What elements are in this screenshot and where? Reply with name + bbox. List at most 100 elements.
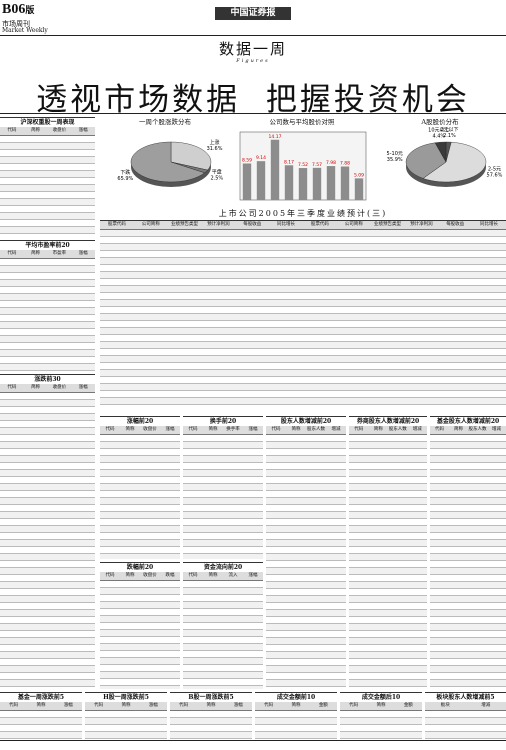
bar-label: 14.17 bbox=[269, 134, 282, 140]
table-row bbox=[0, 315, 95, 322]
bar bbox=[242, 163, 252, 200]
chart-title: A股股价分布 bbox=[421, 118, 459, 126]
table-row bbox=[100, 456, 180, 463]
table-row bbox=[430, 603, 506, 610]
table-row bbox=[430, 519, 506, 526]
data-table: 资金流向前20 代码 简称 流入 涨幅 bbox=[183, 562, 263, 689]
table-row bbox=[100, 230, 506, 237]
table-row bbox=[183, 477, 263, 484]
column-header: 每股收益 bbox=[243, 222, 262, 227]
table-row bbox=[349, 519, 427, 526]
column-header: 代码 bbox=[354, 427, 364, 432]
column-header: 代码 bbox=[7, 385, 17, 390]
table-title: H股一周涨跌前5 bbox=[103, 694, 149, 701]
table-row bbox=[183, 616, 263, 623]
table-row bbox=[349, 526, 427, 533]
column-header: 增减 bbox=[492, 427, 501, 432]
column-header: 简称 bbox=[291, 427, 301, 432]
table-row bbox=[0, 400, 95, 407]
table-row bbox=[0, 308, 95, 315]
table-row bbox=[0, 294, 95, 301]
table-row bbox=[0, 220, 95, 227]
table-row bbox=[0, 421, 95, 428]
table-row bbox=[100, 581, 180, 588]
table-row bbox=[430, 666, 506, 673]
table-row bbox=[349, 491, 427, 498]
bar-label: 8.17 bbox=[284, 159, 294, 165]
table-row bbox=[255, 718, 337, 725]
table-row bbox=[0, 533, 95, 540]
headline: 透视市场数据 把握投资机会 bbox=[36, 82, 470, 118]
table-row bbox=[0, 505, 95, 512]
table-row bbox=[349, 547, 427, 554]
table-row bbox=[0, 596, 95, 603]
table-row bbox=[100, 540, 180, 547]
table-row bbox=[430, 442, 506, 449]
table-row bbox=[100, 630, 180, 637]
table-row bbox=[266, 561, 346, 568]
table-row bbox=[349, 561, 427, 568]
table-row bbox=[0, 343, 95, 350]
table-row bbox=[183, 623, 263, 630]
table-row bbox=[100, 470, 180, 477]
table-row bbox=[349, 470, 427, 477]
table-title: 基金一周涨跌前5 bbox=[17, 694, 65, 701]
table-row bbox=[85, 732, 167, 739]
table-row bbox=[0, 273, 95, 280]
table-row bbox=[266, 533, 346, 540]
table-row bbox=[0, 442, 95, 449]
table-row bbox=[340, 711, 422, 718]
table-row bbox=[430, 617, 506, 624]
rule bbox=[0, 113, 506, 114]
table-row bbox=[0, 687, 95, 689]
table-row bbox=[430, 505, 506, 512]
table-header: 代码 简称 股东人数 增减 bbox=[266, 426, 346, 435]
table-row bbox=[425, 725, 506, 732]
table-row bbox=[100, 519, 180, 526]
table-row bbox=[266, 568, 346, 575]
table-row bbox=[0, 540, 95, 547]
table-row bbox=[100, 547, 180, 554]
table-row bbox=[100, 300, 506, 307]
data-table: 基金股东人数增减前20 代码 简称 股东人数 增减 bbox=[430, 416, 506, 689]
column-header: 公司简称 bbox=[141, 222, 160, 227]
table-row bbox=[266, 687, 346, 689]
table-row bbox=[100, 307, 506, 314]
table-row bbox=[183, 588, 263, 595]
column-header: 股票代码 bbox=[107, 222, 126, 227]
slice-category: 2元以下 bbox=[440, 127, 458, 133]
table-title: 平均市盈率前20 bbox=[25, 242, 70, 249]
bar-label: 7.88 bbox=[340, 161, 350, 167]
table-row bbox=[349, 435, 427, 442]
table-row bbox=[0, 526, 95, 533]
table-row bbox=[349, 666, 427, 673]
table-row bbox=[0, 561, 95, 568]
table-row bbox=[349, 652, 427, 659]
table-row bbox=[100, 442, 180, 449]
table-row bbox=[100, 484, 180, 491]
table-row bbox=[0, 711, 82, 718]
table-header: 代码 简称 市盈率 涨幅 bbox=[0, 250, 95, 259]
column-header: 增减 bbox=[412, 427, 422, 432]
data-table: 成交金额后10 代码 简称 金额 bbox=[340, 692, 422, 739]
slice-label: 57.6% bbox=[487, 173, 503, 179]
column-header: 股东人数 bbox=[468, 427, 487, 432]
table-header: 代码 简称 收盘价 涨幅 bbox=[0, 384, 95, 393]
table-header: 代码 简称 收盘价 涨幅 bbox=[0, 127, 95, 136]
table-header: 板块 增减 bbox=[425, 702, 506, 711]
column-header: 代码 bbox=[7, 251, 17, 256]
table-row bbox=[349, 610, 427, 617]
big-table: 股票代码 公司简称 业绩预告类型 预计净利润 每股收益 同比增长 股票代码 公司简称 业绩预告类… bbox=[100, 220, 506, 409]
table-row bbox=[430, 484, 506, 491]
table-row bbox=[430, 533, 506, 540]
table-row bbox=[0, 554, 95, 561]
table-row bbox=[100, 244, 506, 251]
table-row bbox=[0, 631, 95, 638]
table-row bbox=[100, 658, 180, 665]
page-suffix: 版 bbox=[25, 5, 35, 15]
table-row bbox=[100, 651, 180, 658]
chart-title: 公司数与平均股价对照 bbox=[269, 118, 335, 126]
table-row bbox=[430, 512, 506, 519]
table-row bbox=[100, 391, 506, 398]
table-header: 代码 简称 涨幅 bbox=[85, 702, 167, 711]
